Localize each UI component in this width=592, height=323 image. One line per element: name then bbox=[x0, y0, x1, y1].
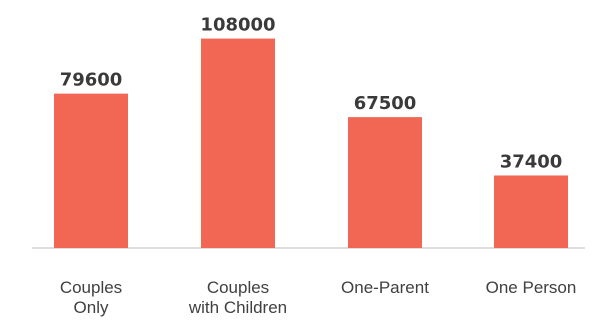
bar-1 bbox=[201, 38, 275, 248]
value-labels-group: 79600 108000 67500 37400 bbox=[60, 15, 563, 173]
category-label-line: Couples bbox=[60, 278, 122, 297]
category-label-line: One Person bbox=[486, 278, 577, 297]
value-label-2: 67500 bbox=[354, 93, 417, 114]
category-label-line: with Children bbox=[188, 298, 287, 317]
value-label-3: 37400 bbox=[500, 151, 563, 172]
bar-0 bbox=[54, 93, 128, 248]
category-label-3: One Person bbox=[486, 278, 577, 297]
bar-2 bbox=[348, 117, 422, 248]
value-label-1: 108000 bbox=[200, 15, 275, 36]
category-label-line: Couples bbox=[207, 278, 269, 297]
bar-3 bbox=[494, 175, 568, 248]
category-label-line: One-Parent bbox=[341, 278, 429, 297]
bars-group bbox=[54, 38, 568, 248]
category-label-2: One-Parent bbox=[341, 278, 429, 297]
category-label-line: Only bbox=[74, 298, 109, 317]
value-label-0: 79600 bbox=[60, 70, 123, 91]
category-label-1: Couples with Children bbox=[188, 278, 287, 317]
category-label-0: Couples Only bbox=[60, 278, 122, 317]
